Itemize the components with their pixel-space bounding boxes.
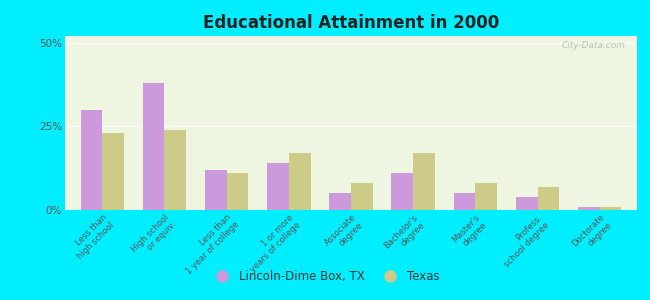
Text: City-Data.com: City-Data.com bbox=[562, 41, 625, 50]
Bar bbox=[413, 153, 435, 210]
Bar bbox=[289, 153, 311, 210]
Bar bbox=[227, 173, 248, 210]
Bar bbox=[515, 196, 538, 210]
Bar bbox=[81, 110, 102, 210]
Bar bbox=[600, 207, 621, 210]
Bar bbox=[267, 163, 289, 210]
Legend: Lincoln-Dime Box, TX, Texas: Lincoln-Dime Box, TX, Texas bbox=[205, 266, 445, 288]
Bar bbox=[351, 183, 372, 210]
Bar bbox=[578, 207, 600, 210]
Title: Educational Attainment in 2000: Educational Attainment in 2000 bbox=[203, 14, 499, 32]
Bar bbox=[454, 193, 475, 210]
Bar bbox=[538, 187, 559, 210]
Bar bbox=[475, 183, 497, 210]
Bar bbox=[164, 130, 187, 210]
Bar bbox=[391, 173, 413, 210]
Bar bbox=[143, 83, 164, 210]
Bar bbox=[205, 170, 227, 210]
Bar bbox=[330, 193, 351, 210]
Bar bbox=[102, 133, 124, 210]
